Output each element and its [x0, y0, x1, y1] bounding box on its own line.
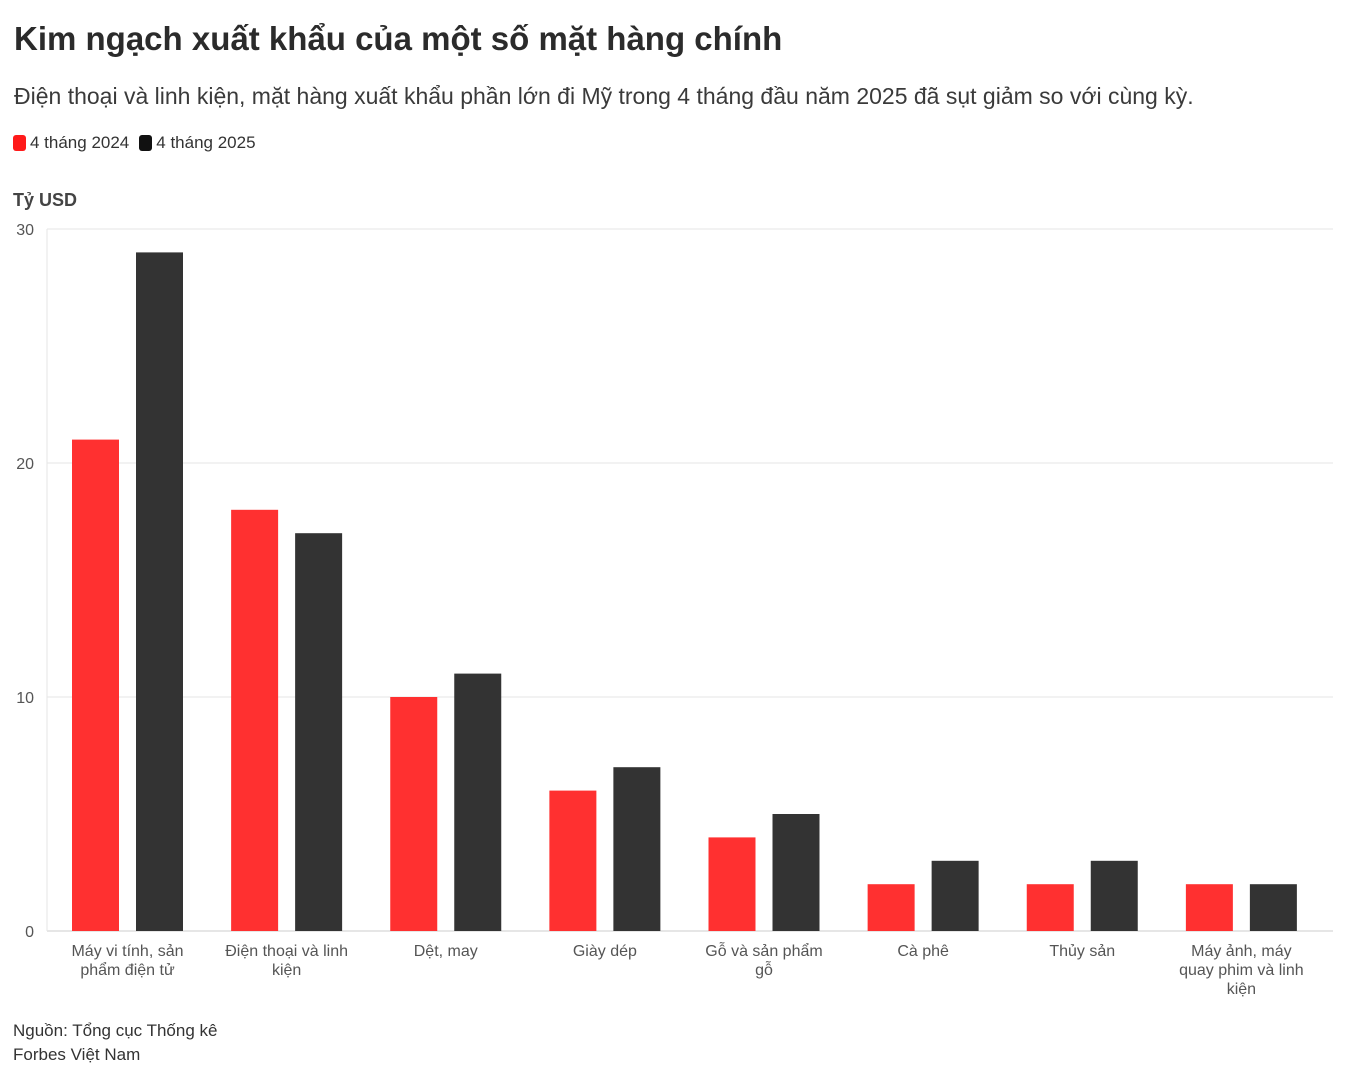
bar-2024	[390, 697, 438, 931]
x-category-label: Máy vi tính, sản	[71, 943, 183, 960]
bar-2024	[708, 837, 756, 931]
legend-item-2024: 4 tháng 2024	[13, 133, 129, 153]
y-axis-label: Tỷ USD	[13, 190, 78, 210]
x-category-label: Gỗ và sản phẩm	[705, 941, 822, 960]
x-category-label: quay phim và linh	[1179, 962, 1304, 979]
legend-swatch-2025	[139, 135, 153, 151]
credit-note: Forbes Việt Nam	[13, 1045, 141, 1064]
bar-2024	[867, 884, 915, 931]
bar-2024	[1026, 884, 1074, 931]
x-category-label: Cà phê	[897, 943, 949, 960]
legend-label-2024: 4 tháng 2024	[30, 133, 130, 152]
bar-2025	[931, 860, 979, 931]
y-tick-label: 0	[25, 924, 34, 941]
bar-2025	[772, 814, 820, 931]
y-tick-label: 20	[16, 456, 34, 473]
legend-swatch-2024	[13, 135, 26, 151]
x-category-label: gỗ	[755, 960, 773, 979]
x-category-label: kiện	[272, 962, 301, 979]
bar-2025	[1090, 860, 1138, 931]
legend-item-2025: 4 tháng 2025	[139, 133, 256, 153]
x-category-label: kiện	[1227, 981, 1256, 998]
bar-2025	[613, 767, 661, 931]
legend-label-2025: 4 tháng 2025	[156, 133, 256, 152]
y-tick-label: 30	[16, 222, 34, 239]
x-category-label: Thủy sản	[1049, 943, 1115, 960]
x-category-label: phẩm điện tử	[80, 961, 175, 979]
bar-2025	[454, 673, 502, 931]
bar-2025	[1249, 884, 1297, 931]
chart-subtitle: Điện thoại và linh kiện, mặt hàng xuất k…	[14, 83, 1194, 109]
bar-2025	[295, 533, 343, 931]
x-category-label: Dệt, may	[414, 943, 478, 960]
x-category-label: Giày dép	[573, 943, 637, 960]
y-tick-label: 10	[16, 690, 34, 707]
legend: 4 tháng 2024 4 tháng 2025	[13, 133, 266, 153]
bar-2024	[72, 439, 119, 931]
bar-2024	[549, 790, 597, 931]
x-category-label: Máy ảnh, máy	[1191, 943, 1291, 960]
bar-2025	[136, 252, 183, 931]
bar-2024	[231, 509, 279, 931]
bar-2024	[1185, 884, 1233, 931]
chart-title: Kim ngạch xuất khẩu của một số mặt hàng …	[14, 20, 783, 57]
source-note: Nguồn: Tổng cục Thống kê	[13, 1021, 218, 1040]
x-category-label: Điện thoại và linh	[225, 943, 348, 960]
